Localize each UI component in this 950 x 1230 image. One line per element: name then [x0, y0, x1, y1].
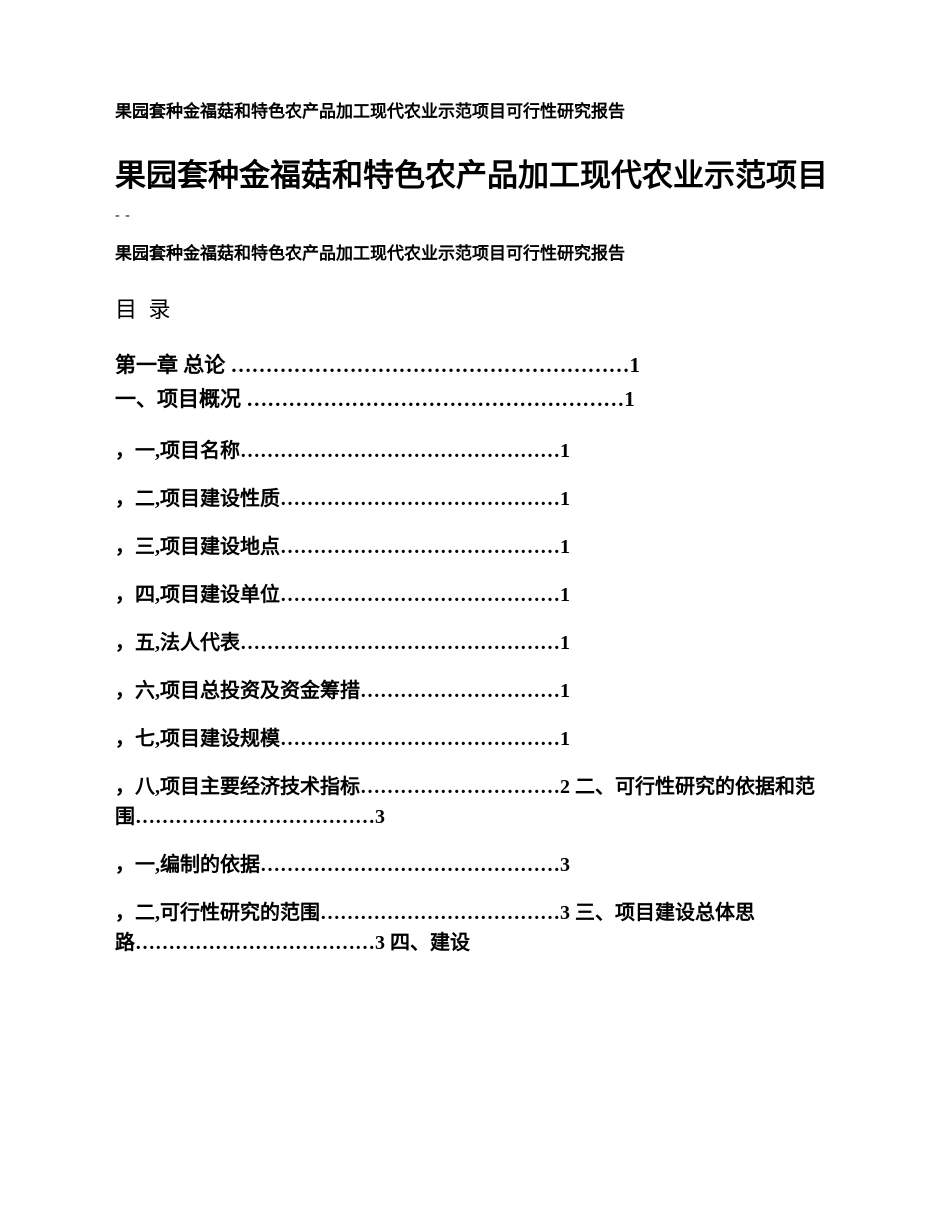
- toc-item-1: ，一,项目名称…………………………………………1: [115, 436, 835, 466]
- toc-chapter-1: 第一章 总论 …………………………………………………1: [115, 348, 835, 383]
- document-header: 果园套种金福菇和特色农产品加工现代农业示范项目可行性研究报告: [115, 100, 835, 124]
- toc-title: 目 录: [115, 292, 835, 324]
- toc-item-2: ，二,项目建设性质……………………………………1: [115, 484, 835, 514]
- sub-header: 果园套种金福菇和特色农产品加工现代农业示范项目可行性研究报告: [115, 242, 835, 266]
- toc-item-8: ，八,项目主要经济技术指标…………………………2 二、可行性研究的依据和范围………: [115, 772, 835, 832]
- toc-item-6: ，六,项目总投资及资金筹措…………………………1: [115, 676, 835, 706]
- main-title: 果园套种金福菇和特色农产品加工现代农业示范项目: [115, 152, 835, 200]
- toc-section-1: 一、项目概况 ………………………………………………1: [115, 382, 835, 418]
- toc-item-4: ，四,项目建设单位……………………………………1: [115, 580, 835, 610]
- toc-item-10: ，二,可行性研究的范围………………………………3 三、项目建设总体思路………………: [115, 898, 835, 958]
- toc-item-5: ，五,法人代表…………………………………………1: [115, 628, 835, 658]
- separator-dashes: - -: [115, 208, 835, 224]
- toc-item-7: ，七,项目建设规模……………………………………1: [115, 724, 835, 754]
- toc-item-9: ，一,编制的依据………………………………………3: [115, 850, 835, 880]
- toc-item-3: ，三,项目建设地点……………………………………1: [115, 532, 835, 562]
